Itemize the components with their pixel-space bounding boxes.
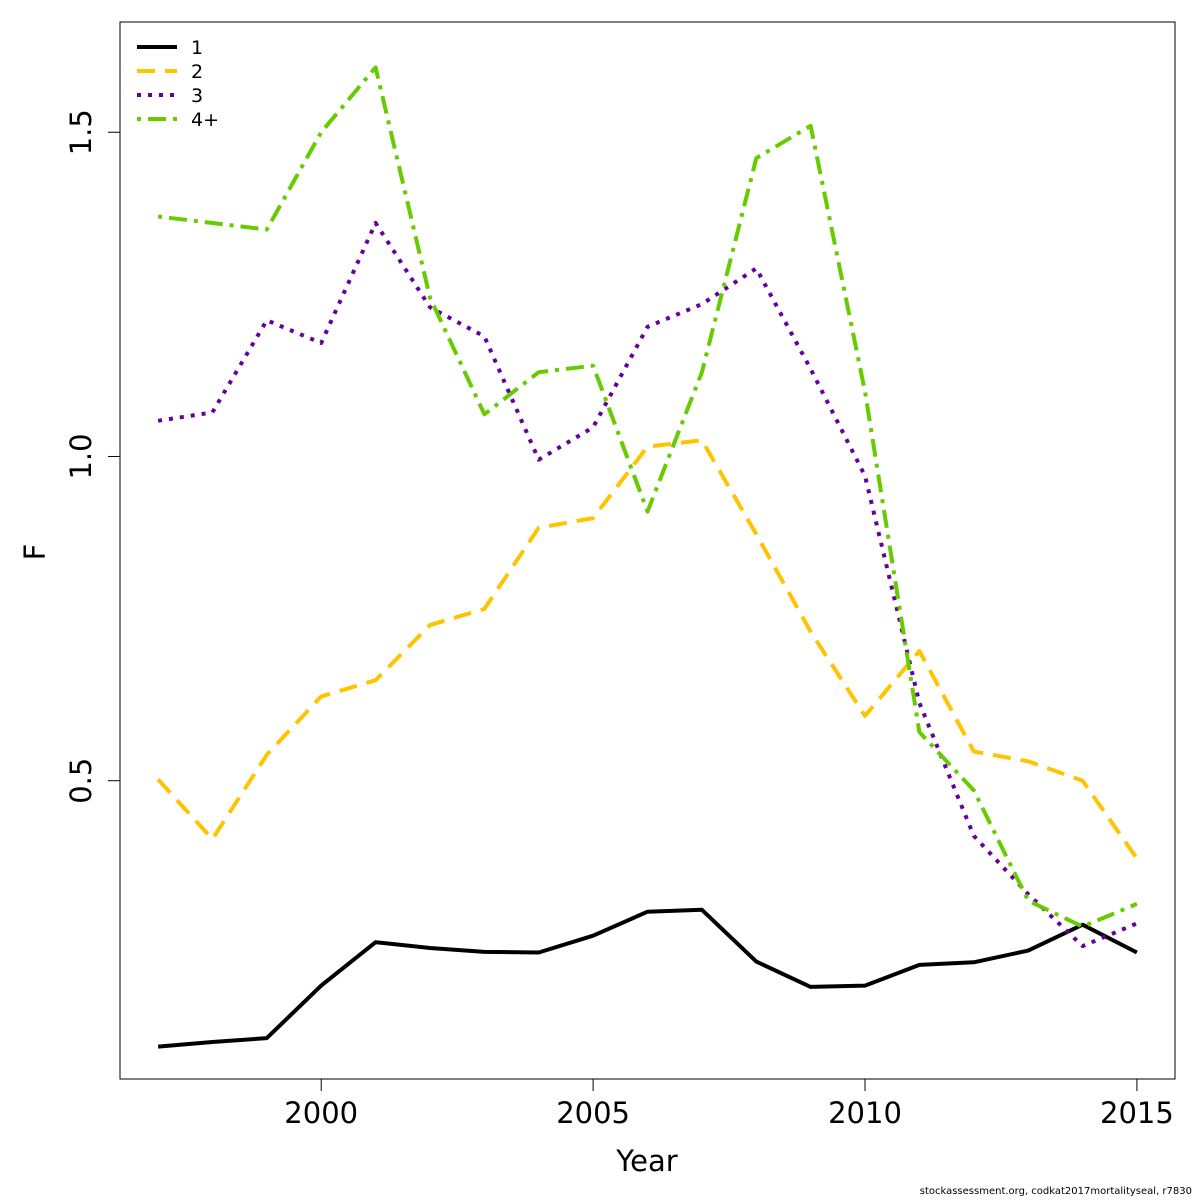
legend-label: 2 bbox=[191, 61, 203, 83]
legend-label: 4+ bbox=[191, 109, 219, 131]
series-line-4 bbox=[157, 65, 1138, 929]
legend-label: 1 bbox=[191, 37, 203, 59]
y-axis: 0.5 1.0 1.5 bbox=[64, 109, 121, 804]
y-axis-title: F bbox=[18, 544, 52, 561]
footer-credit: stockassessment.org, codkat2017mortality… bbox=[919, 1186, 1192, 1197]
plot-frame bbox=[119, 21, 1176, 1080]
x-tick-label: 2015 bbox=[1100, 1096, 1174, 1130]
x-tick-label: 2000 bbox=[284, 1096, 358, 1130]
series-line-2 bbox=[156, 438, 1139, 860]
y-tick-label: 1.5 bbox=[64, 109, 98, 155]
series-line-1 bbox=[157, 907, 1138, 1049]
legend-label: 3 bbox=[191, 85, 203, 107]
x-tick-label: 2005 bbox=[556, 1096, 630, 1130]
x-axis-title: Year bbox=[615, 1144, 677, 1178]
x-axis: 2000 2005 2010 2015 bbox=[284, 1078, 1174, 1130]
y-tick-label: 1.0 bbox=[64, 433, 98, 479]
series-layer bbox=[156, 65, 1139, 1049]
y-tick-label: 0.5 bbox=[64, 758, 98, 804]
x-tick-label: 2010 bbox=[828, 1096, 902, 1130]
series-line-3 bbox=[157, 221, 1138, 949]
